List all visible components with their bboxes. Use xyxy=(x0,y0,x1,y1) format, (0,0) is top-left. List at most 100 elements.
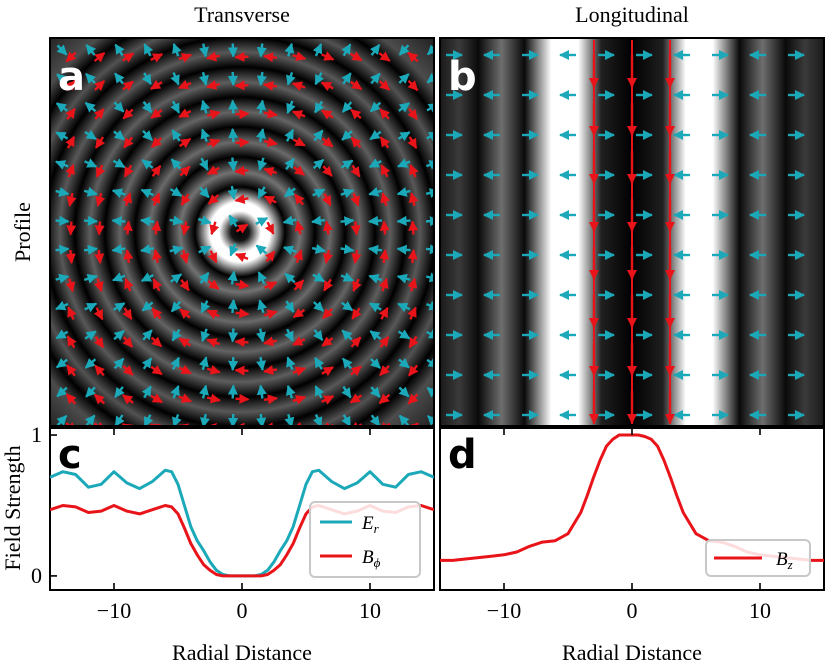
radial-field-arrow xyxy=(396,215,411,226)
azimuthal-field-arrow xyxy=(292,307,306,319)
azimuthal-field-arrow xyxy=(379,249,390,264)
azimuthal-field-arrow xyxy=(66,221,77,236)
radial-field-arrow xyxy=(198,356,209,371)
azimuthal-field-arrow xyxy=(350,136,362,149)
radial-field-arrow xyxy=(228,328,239,343)
radial-field-arrow xyxy=(425,160,434,170)
radial-field-arrow xyxy=(256,413,267,426)
azimuthal-field-arrow xyxy=(407,136,418,149)
radial-field-arrow xyxy=(397,329,411,340)
azimuthal-field-arrow xyxy=(65,135,76,149)
radial-field-arrow xyxy=(141,300,154,312)
azimuthal-field-arrow xyxy=(264,250,276,263)
radial-field-arrow xyxy=(228,214,239,228)
legend-c: Er Bϕ xyxy=(309,501,421,578)
radial-field-arrow xyxy=(84,414,96,426)
radial-field-arrow xyxy=(170,273,183,284)
radial-field-arrow xyxy=(227,157,238,172)
azimuthal-field-arrow xyxy=(378,51,391,62)
radial-field-arrow xyxy=(341,329,353,341)
radial-field-arrow xyxy=(312,188,326,199)
radial-field-arrow xyxy=(143,43,154,57)
radial-field-arrow xyxy=(200,99,211,114)
azimuthal-field-arrow xyxy=(292,366,307,377)
azimuthal-field-arrow xyxy=(93,421,106,426)
azimuthal-field-arrow xyxy=(151,220,162,235)
radial-field-arrow xyxy=(341,43,352,57)
azimuthal-field-arrow xyxy=(122,365,134,376)
azimuthal-field-arrow xyxy=(379,220,390,235)
radial-field-arrow xyxy=(228,356,239,371)
azimuthal-field-arrow xyxy=(321,136,334,148)
radial-field-arrow xyxy=(84,101,97,113)
radial-field-arrow xyxy=(425,244,434,255)
azimuthal-field-arrow xyxy=(65,79,77,92)
azimuthal-field-arrow xyxy=(179,249,190,264)
radial-field-arrow xyxy=(171,129,182,142)
azimuthal-field-arrow xyxy=(206,109,221,120)
azimuthal-field-arrow xyxy=(407,364,419,377)
azimuthal-field-arrow xyxy=(179,308,191,319)
xlabel-c: Radial Distance xyxy=(172,640,312,665)
azimuthal-field-arrow xyxy=(207,250,218,264)
azimuthal-field-arrow xyxy=(94,80,105,91)
azimuthal-field-arrow xyxy=(206,309,220,320)
radial-field-arrow xyxy=(142,129,153,142)
azimuthal-field-arrow xyxy=(351,249,362,264)
azimuthal-field-arrow xyxy=(206,80,221,90)
radial-field-arrow xyxy=(426,132,434,142)
azimuthal-field-arrow xyxy=(349,393,363,404)
azimuthal-field-arrow xyxy=(350,108,362,120)
azimuthal-field-arrow xyxy=(123,249,134,264)
azimuthal-field-arrow xyxy=(321,395,335,405)
radial-field-arrow xyxy=(426,72,434,84)
azimuthal-field-arrow xyxy=(263,80,278,91)
radial-field-arrow xyxy=(56,386,68,398)
azimuthal-field-arrow xyxy=(378,306,389,320)
azimuthal-field-arrow xyxy=(235,109,250,120)
radial-field-arrow xyxy=(341,357,353,370)
radial-field-arrow xyxy=(140,216,155,227)
radial-field-arrow xyxy=(426,300,434,311)
azimuthal-field-arrow xyxy=(65,249,76,264)
azimuthal-field-arrow xyxy=(122,220,133,235)
azimuthal-field-arrow xyxy=(94,136,106,149)
radial-field-arrow xyxy=(55,273,70,284)
azimuthal-field-arrow xyxy=(178,108,192,119)
radial-field-arrow xyxy=(169,245,184,256)
radial-field-arrow xyxy=(114,72,125,85)
azimuthal-field-arrow xyxy=(350,221,361,236)
panel-label-c: c xyxy=(58,432,82,478)
azimuthal-field-arrow xyxy=(378,336,390,348)
radial-field-arrow xyxy=(85,44,97,56)
radial-field-arrow xyxy=(200,300,211,314)
azimuthal-field-arrow xyxy=(263,336,278,347)
azimuthal-field-arrow xyxy=(150,336,163,348)
radial-field-arrow xyxy=(426,102,434,113)
azimuthal-field-arrow xyxy=(379,108,390,120)
azimuthal-field-arrow xyxy=(350,336,362,348)
azimuthal-field-arrow xyxy=(379,136,391,149)
azimuthal-field-arrow xyxy=(234,365,249,376)
azimuthal-field-arrow xyxy=(321,336,334,347)
azimuthal-field-arrow xyxy=(95,192,106,207)
radial-field-arrow xyxy=(427,415,434,426)
azimuthal-field-arrow xyxy=(122,307,133,320)
azimuthal-field-arrow xyxy=(321,366,334,377)
radial-field-arrow xyxy=(113,129,125,141)
radial-field-arrow xyxy=(314,385,325,399)
azimuthal-field-arrow xyxy=(152,249,162,264)
radial-field-arrow xyxy=(340,300,354,312)
radial-field-arrow xyxy=(370,72,381,85)
radial-field-arrow xyxy=(369,43,381,56)
azimuthal-field-arrow xyxy=(151,307,163,320)
radial-field-arrow xyxy=(256,328,266,343)
radial-field-arrow xyxy=(172,42,182,57)
radial-field-arrow xyxy=(170,385,180,399)
azimuthal-field-arrow xyxy=(408,335,419,349)
azimuthal-field-arrow xyxy=(321,193,332,207)
radial-field-arrow xyxy=(368,186,383,197)
radial-field-arrow xyxy=(425,272,434,283)
azimuthal-field-arrow xyxy=(150,192,161,206)
azimuthal-field-arrow xyxy=(150,52,164,63)
